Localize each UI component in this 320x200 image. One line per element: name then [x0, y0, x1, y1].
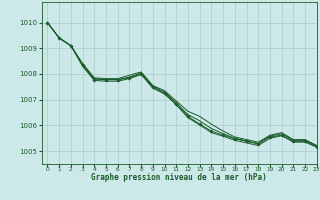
X-axis label: Graphe pression niveau de la mer (hPa): Graphe pression niveau de la mer (hPa): [91, 173, 267, 182]
